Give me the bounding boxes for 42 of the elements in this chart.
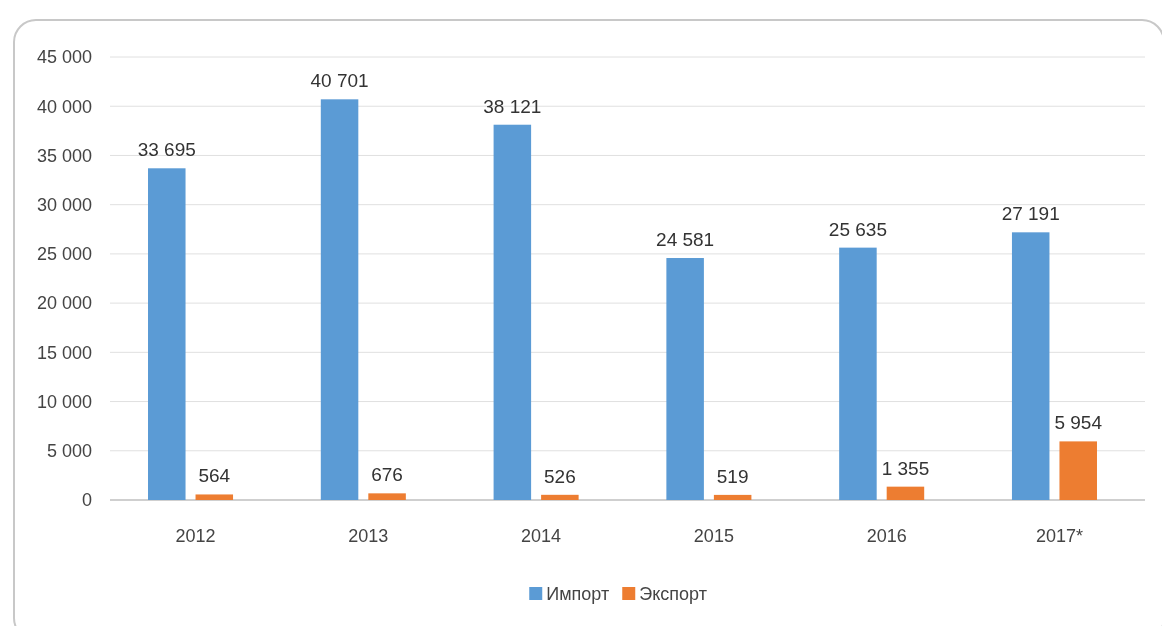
data-label: 564 <box>198 465 231 487</box>
bar <box>541 494 579 500</box>
data-label: 24 581 <box>656 229 715 251</box>
data-label: 25 635 <box>828 218 887 240</box>
bar <box>666 258 704 500</box>
y-tick-label: 20 000 <box>36 293 92 314</box>
y-tick-label: 35 000 <box>36 145 92 166</box>
y-tick-label: 25 000 <box>36 244 92 265</box>
bar <box>1011 232 1050 500</box>
data-label: 40 701 <box>310 70 369 92</box>
y-tick-label: 40 000 <box>36 96 92 117</box>
data-label: 33 695 <box>137 139 196 161</box>
bar <box>493 124 532 500</box>
y-tick-label: 10 000 <box>36 391 92 412</box>
bar <box>368 493 406 500</box>
y-tick-label: 5 000 <box>46 441 92 462</box>
y-tick-label: 15 000 <box>36 342 92 363</box>
data-label: 526 <box>544 465 576 487</box>
bar <box>195 494 234 500</box>
data-label: 38 121 <box>483 95 542 117</box>
bar <box>320 99 359 500</box>
x-tick-label: 2012 <box>175 526 216 546</box>
x-tick-label: 2015 <box>693 526 734 546</box>
x-tick-label: 2017* <box>1035 526 1083 546</box>
data-label: 676 <box>371 464 403 486</box>
bar <box>148 168 186 500</box>
x-tick-label: 2014 <box>521 526 562 546</box>
data-label: 1 355 <box>881 457 930 479</box>
legend-label: Импорт <box>546 584 610 605</box>
y-tick-label: 30 000 <box>36 194 92 215</box>
bar <box>886 486 925 500</box>
bar <box>839 247 877 500</box>
data-label: 5 954 <box>1054 412 1103 434</box>
bar <box>713 494 752 500</box>
data-label: 27 191 <box>1001 203 1060 225</box>
data-label: 519 <box>716 465 749 487</box>
y-tick-label: 0 <box>81 490 92 511</box>
y-tick-label: 45 000 <box>36 47 92 68</box>
x-tick-label: 2013 <box>348 526 389 546</box>
bar <box>1059 441 1097 500</box>
x-tick-label: 2016 <box>866 526 907 546</box>
legend-label: Экспорт <box>639 584 707 605</box>
